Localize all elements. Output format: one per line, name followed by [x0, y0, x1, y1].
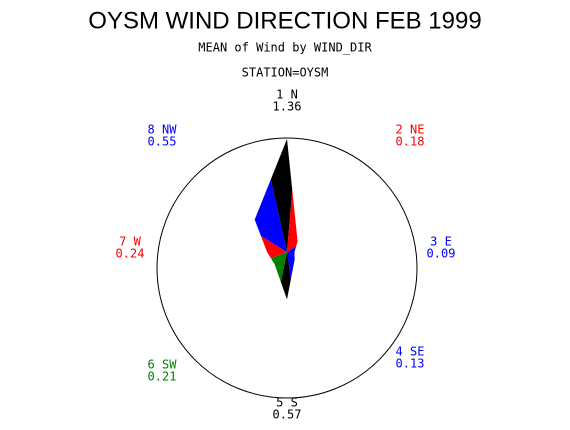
value-label: 0.13 [396, 357, 425, 371]
chart-title: OYSM WIND DIRECTION FEB 1999 [88, 7, 481, 34]
star-slice [254, 179, 287, 252]
value-label: 0.18 [396, 135, 425, 149]
frame-circle [156, 137, 418, 399]
star-slice [270, 252, 287, 282]
direction-label: 2 NE [396, 123, 425, 137]
direction-label: 5 S [276, 396, 298, 410]
direction-label: 6 SW [148, 358, 178, 372]
star-slice [287, 190, 298, 252]
value-label: 0.21 [148, 370, 177, 384]
star-slice [287, 246, 297, 256]
value-label: 0.09 [427, 247, 456, 261]
station-label: STATION=OYSM [242, 66, 329, 80]
direction-label: 7 W [119, 235, 141, 249]
value-label: 0.57 [273, 408, 302, 422]
star-slice [287, 252, 295, 280]
value-label: 0.55 [148, 135, 177, 149]
direction-label: 1 N [276, 88, 298, 102]
star-slice [280, 252, 291, 300]
direction-label: 3 E [430, 235, 452, 249]
direction-label: 8 NW [148, 123, 178, 137]
value-label: 0.24 [116, 247, 145, 261]
star-slice [260, 235, 287, 259]
value-label: 1.36 [273, 100, 302, 114]
chart-subtitle: MEAN of Wind by WIND_DIR [198, 41, 372, 55]
star-slice [270, 139, 293, 252]
direction-label: 4 SE [396, 345, 425, 359]
